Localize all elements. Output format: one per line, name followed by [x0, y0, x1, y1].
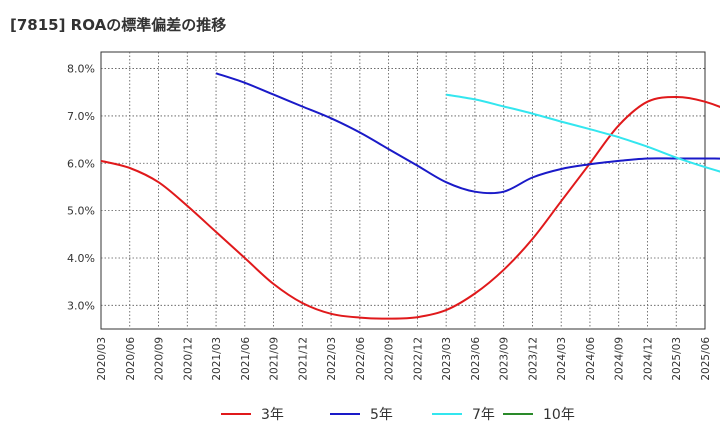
x-axis: 2020/03 2020/06 2020/09 2020/12 2021/03 2021/… — [96, 337, 712, 381]
grid-lines — [101, 52, 705, 329]
x-tick-label: 2025/06 — [700, 337, 712, 381]
y-tick-label: 8.0% — [67, 63, 95, 76]
x-tick-label: 2021/06 — [240, 337, 252, 381]
legend-label: 3年 — [261, 407, 284, 423]
x-tick-label: 2021/12 — [297, 337, 309, 381]
y-tick-label: 7.0% — [67, 110, 95, 123]
x-tick-label: 2022/12 — [412, 337, 424, 381]
series-line — [100, 95, 720, 320]
legend-label: 7年 — [472, 407, 495, 423]
y-tick-label: 4.0% — [67, 252, 95, 265]
x-tick-label: 2025/03 — [671, 337, 683, 381]
x-tick-label: 2023/12 — [527, 337, 539, 381]
series-line — [445, 93, 720, 173]
y-tick-label: 5.0% — [67, 205, 95, 218]
plot-area — [100, 51, 706, 330]
y-tick-label: 3.0% — [67, 299, 95, 312]
x-tick-label: 2022/06 — [355, 337, 367, 381]
legend-label: 5年 — [370, 407, 393, 423]
x-tick-label: 2023/03 — [441, 337, 453, 381]
x-tick-label: 2024/03 — [556, 337, 568, 381]
x-tick-label: 2020/03 — [96, 337, 108, 381]
x-tick-label: 2021/03 — [211, 337, 223, 381]
x-tick-label: 2020/12 — [182, 337, 194, 381]
x-tick-label: 2020/09 — [154, 337, 166, 381]
legend: 3年 5年 7年 10年 — [221, 407, 575, 423]
legend-label: 10年 — [543, 407, 575, 423]
x-tick-label: 2023/09 — [499, 337, 511, 381]
x-tick-label: 2023/06 — [470, 337, 482, 381]
x-tick-label: 2024/06 — [585, 337, 597, 381]
series-line — [215, 72, 720, 195]
x-tick-label: 2020/06 — [125, 337, 137, 381]
x-tick-label: 2024/09 — [614, 337, 626, 381]
y-axis: 3.0% 4.0% 5.0% 6.0% 7.0% 8.0% — [67, 63, 95, 313]
chart-title: [7815] ROAの標準偏差の推移 — [10, 16, 227, 34]
y-tick-label: 6.0% — [67, 157, 95, 170]
x-tick-label: 2021/09 — [269, 337, 281, 381]
x-tick-label: 2024/12 — [642, 337, 654, 381]
series-lines — [100, 72, 720, 320]
x-tick-label: 2022/09 — [384, 337, 396, 381]
x-tick-label: 2022/03 — [326, 337, 338, 381]
